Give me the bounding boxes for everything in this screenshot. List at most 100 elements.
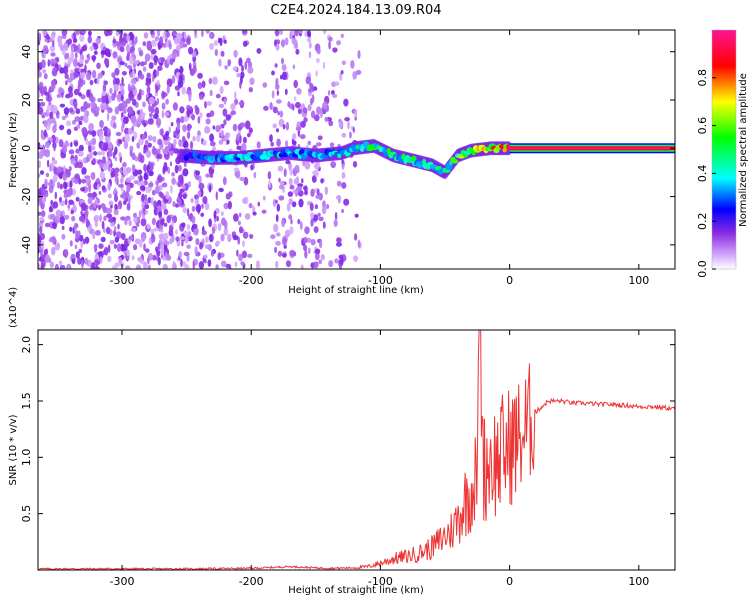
noise-speckle	[218, 187, 224, 193]
y-tick-label: 0.5	[20, 505, 33, 523]
noise-speckle	[181, 184, 186, 190]
noise-speckle	[236, 145, 242, 150]
noise-speckle	[332, 93, 338, 98]
noise-speckle	[99, 120, 104, 128]
noise-speckle	[107, 141, 113, 150]
noise-speckle	[112, 51, 118, 59]
noise-speckle	[66, 128, 72, 135]
noise-speckle	[313, 226, 319, 234]
noise-speckle	[90, 145, 96, 151]
noise-speckle	[215, 264, 219, 269]
noise-speckle	[318, 216, 324, 222]
noise-speckle	[182, 124, 187, 132]
noise-speckle	[102, 84, 107, 94]
noise-speckle	[176, 122, 181, 131]
noise-speckle	[143, 32, 149, 39]
noise-speckle	[350, 60, 355, 69]
noise-speckle	[313, 114, 320, 122]
snr-background	[38, 330, 675, 570]
noise-speckle	[142, 213, 145, 220]
snr-series-line	[38, 330, 675, 570]
noise-speckle	[291, 201, 297, 208]
noise-speckle	[234, 98, 239, 106]
noise-speckle	[155, 85, 159, 94]
noise-speckle	[191, 205, 196, 212]
noise-speckle	[108, 200, 114, 206]
noise-speckle	[118, 151, 122, 158]
noise-speckle	[84, 64, 87, 74]
noise-speckle	[339, 262, 342, 269]
noise-speckle	[352, 126, 355, 133]
noise-speckle	[329, 142, 335, 148]
noise-speckle	[213, 210, 217, 219]
noise-speckle	[38, 160, 42, 169]
noise-speckle	[276, 90, 280, 96]
spectrogram-x-ticks: -300 -200 -100 0 100	[110, 30, 649, 287]
noise-speckle	[291, 37, 297, 45]
noise-speckle	[225, 114, 231, 121]
noise-speckle	[198, 261, 205, 269]
noise-speckle	[126, 34, 131, 42]
noise-speckle	[145, 97, 149, 102]
noise-speckle	[93, 259, 100, 266]
noise-speckle	[107, 107, 113, 114]
noise-speckle	[121, 41, 126, 47]
noise-speckle	[183, 251, 190, 257]
noise-speckle	[336, 180, 342, 187]
noise-speckle	[80, 72, 85, 80]
noise-speckle	[74, 52, 78, 59]
noise-speckle	[80, 115, 84, 121]
noise-speckle	[226, 139, 230, 145]
noise-speckle	[118, 183, 124, 188]
noise-speckle	[163, 240, 170, 246]
noise-speckle	[197, 72, 203, 79]
noise-speckle	[147, 118, 154, 125]
noise-speckle	[180, 258, 183, 268]
noise-speckle	[201, 80, 206, 88]
noise-speckle	[315, 142, 322, 147]
noise-speckle	[147, 142, 152, 148]
noise-speckle	[84, 209, 89, 218]
noise-speckle	[61, 233, 66, 240]
noise-speckle	[120, 94, 124, 102]
noise-speckle	[160, 218, 165, 226]
noise-speckle	[128, 38, 132, 46]
noise-speckle	[92, 157, 96, 163]
noise-speckle	[39, 170, 45, 175]
noise-speckle	[124, 191, 130, 198]
noise-speckle	[284, 229, 291, 238]
noise-speckle	[156, 97, 159, 106]
noise-speckle	[181, 241, 184, 247]
noise-speckle	[123, 140, 129, 150]
noise-speckle	[97, 251, 104, 260]
noise-speckle	[247, 66, 254, 74]
noise-speckle	[269, 102, 273, 110]
noise-speckle	[117, 223, 120, 230]
y-tick-label: 1.5	[20, 392, 33, 410]
noise-speckle	[78, 144, 84, 152]
noise-speckle	[93, 151, 98, 156]
noise-speckle	[114, 167, 120, 173]
noise-speckle	[192, 135, 196, 142]
noise-speckle	[156, 80, 160, 85]
noise-speckle	[87, 103, 91, 109]
noise-speckle	[186, 104, 191, 111]
y-tick-label: -40	[20, 236, 33, 254]
noise-speckle	[341, 132, 347, 138]
noise-speckle	[161, 102, 166, 110]
noise-speckle	[194, 246, 198, 255]
noise-speckle	[275, 260, 279, 269]
noise-speckle	[157, 138, 163, 146]
noise-speckle	[197, 116, 201, 124]
noise-speckle	[126, 183, 131, 193]
noise-speckle	[182, 135, 186, 143]
noise-speckle	[319, 240, 323, 249]
noise-speckle	[236, 249, 239, 257]
noise-speckle	[48, 185, 54, 194]
noise-speckle	[304, 190, 308, 196]
x-tick-label: 0	[506, 274, 513, 287]
noise-speckle	[248, 87, 253, 93]
noise-speckle	[61, 49, 66, 56]
noise-speckle	[96, 151, 103, 156]
noise-speckle	[112, 151, 116, 159]
